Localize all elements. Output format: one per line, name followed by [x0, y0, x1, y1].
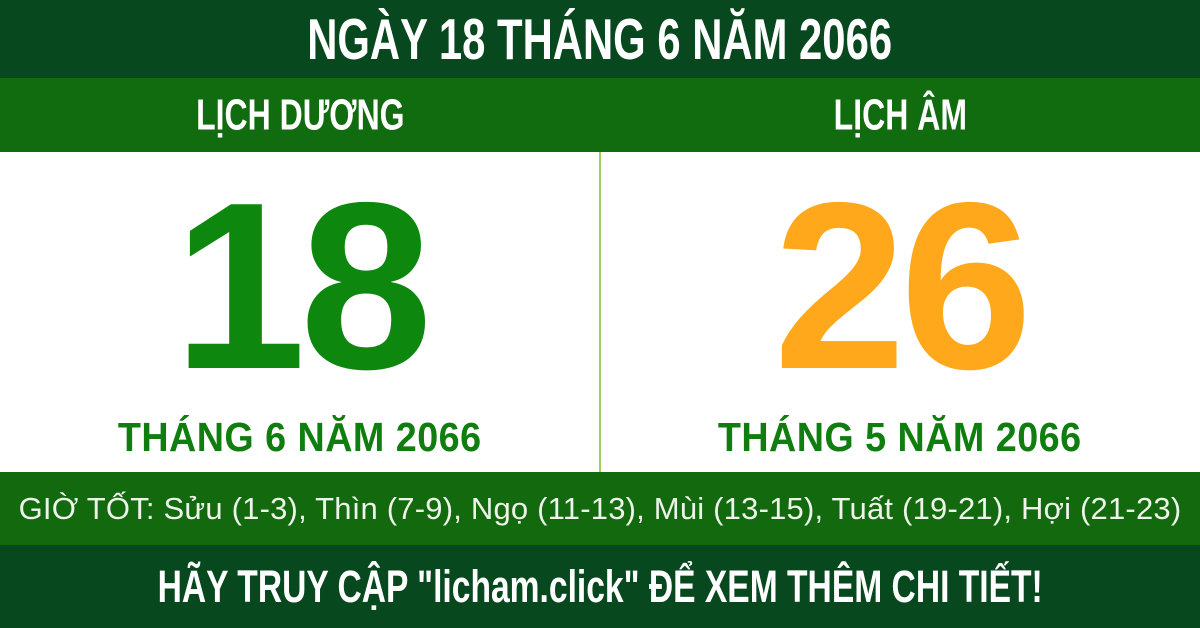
footer-cta-text: HÃY TRUY CẬP "licham.click" ĐỂ XEM THÊM …	[157, 560, 1043, 612]
lunar-day-panel: 26 THÁNG 5 NĂM 2066	[600, 152, 1200, 472]
footer-bar: HÃY TRUY CẬP "licham.click" ĐỂ XEM THÊM …	[0, 545, 1200, 628]
page-title: NGÀY 18 THÁNG 6 NĂM 2066	[307, 7, 893, 71]
calendar-type-header-row: LỊCH DƯƠNG LỊCH ÂM	[0, 78, 1200, 152]
lunar-day-number: 26	[773, 154, 1033, 419]
column-divider	[599, 152, 601, 472]
solar-calendar-header: LỊCH DƯƠNG	[0, 78, 600, 152]
good-hours-strip: GIỜ TỐT: Sửu (1-3), Thìn (7-9), Ngọ (11-…	[0, 472, 1200, 545]
header-bar: NGÀY 18 THÁNG 6 NĂM 2066	[0, 0, 1200, 78]
solar-month-label: THÁNG 6 NĂM 2066	[118, 414, 482, 460]
lunar-calendar-label: LỊCH ÂM	[833, 90, 967, 139]
lunar-month-label: THÁNG 5 NĂM 2066	[718, 414, 1082, 460]
calendar-body: 18 THÁNG 6 NĂM 2066 26 THÁNG 5 NĂM 2066	[0, 152, 1200, 472]
solar-calendar-label: LỊCH DƯƠNG	[195, 90, 405, 139]
lunar-calendar-header: LỊCH ÂM	[600, 78, 1200, 152]
good-hours-text: GIỜ TỐT: Sửu (1-3), Thìn (7-9), Ngọ (11-…	[18, 490, 1182, 526]
solar-day-panel: 18 THÁNG 6 NĂM 2066	[0, 152, 600, 472]
solar-day-number: 18	[173, 154, 433, 419]
